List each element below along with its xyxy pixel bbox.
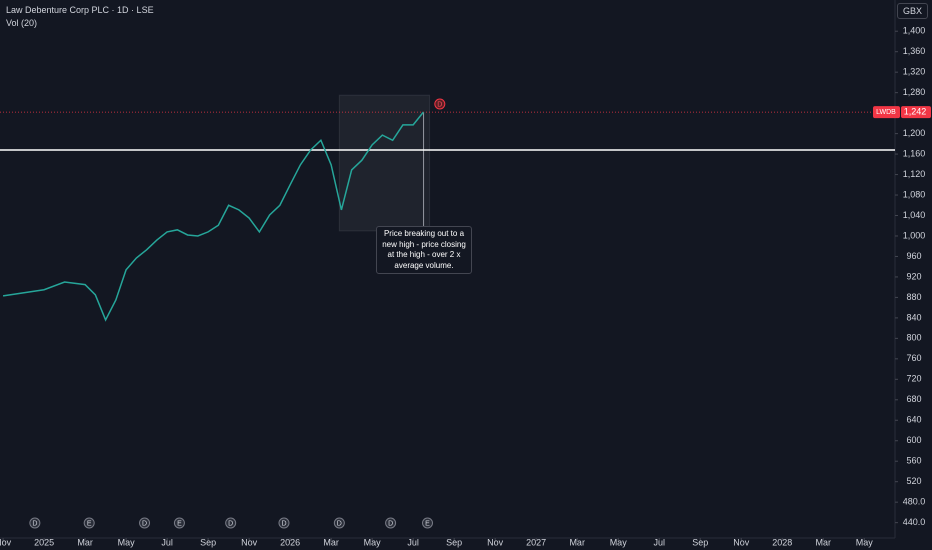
event-label: D [32, 520, 37, 527]
y-tick-label: 720 [906, 374, 921, 384]
event-marker [225, 517, 237, 529]
y-tick-label: 1,400 [903, 26, 926, 36]
highlight-box [338, 94, 431, 232]
x-tick-label: Nov [241, 537, 258, 547]
x-tick-label: Jul [653, 537, 665, 547]
price-line [2, 111, 424, 322]
upcoming-event-marker [434, 98, 446, 110]
x-tick-label: May [856, 537, 874, 547]
x-tick-label: 2025 [34, 537, 54, 547]
event-label: D [228, 520, 233, 527]
event-label: D [388, 520, 393, 527]
y-tick-label: 680 [906, 394, 921, 404]
y-tick-label: 1,080 [903, 189, 926, 199]
event-label: D [281, 520, 286, 527]
y-tick-label: 1,360 [903, 46, 926, 56]
y-tick-label: 960 [906, 251, 921, 261]
y-tick-label: 760 [906, 353, 921, 363]
x-tick-label: 2027 [526, 537, 546, 547]
x-tick-label: 2026 [280, 537, 300, 547]
event-label: E [425, 520, 430, 527]
last-price-bg [901, 106, 931, 119]
y-tick-label: 800 [906, 333, 921, 343]
event-marker [278, 517, 290, 529]
event-marker [173, 517, 185, 529]
y-tick-label: 640 [906, 415, 921, 425]
event-marker [422, 517, 434, 529]
symbol-badge: LWDB [876, 109, 896, 116]
x-tick-label: Sep [446, 537, 462, 547]
x-tick-label: Mar [815, 537, 831, 547]
annotation: Price breaking out to a new high - price… [376, 226, 472, 274]
y-tick-label: 1,160 [903, 148, 926, 158]
x-tick-label: May [364, 537, 382, 547]
y-tick-label: 520 [906, 476, 921, 486]
last-price-badge: LWDB [873, 106, 900, 119]
event-label: D [337, 520, 342, 527]
volume-label: Vol (20) [6, 18, 38, 28]
x-tick-label: Sep [200, 537, 216, 547]
x-tick-label: Nov [0, 537, 12, 547]
symbol-badge-bg [873, 106, 900, 119]
event-label: D [142, 520, 147, 527]
event-label: E [87, 520, 92, 527]
event-label: E [177, 520, 182, 527]
chart-title: Law Debenture Corp PLC · 1D · LSE [6, 5, 154, 15]
x-tick-label: May [118, 537, 136, 547]
upcoming-event-label: D [437, 101, 442, 108]
event-marker [385, 517, 397, 529]
y-tick-label: 480.0 [903, 497, 926, 507]
y-tick-label: 840 [906, 312, 921, 322]
x-tick-label: May [610, 537, 628, 547]
y-tick-label: 1,040 [903, 210, 926, 220]
x-tick-label: Nov [487, 537, 504, 547]
y-tick-label: 1,000 [903, 230, 926, 240]
x-tick-label: Mar [323, 537, 339, 547]
y-tick-label: 880 [906, 292, 921, 302]
x-tick-label: Nov [733, 537, 750, 547]
y-tick-label: 1,320 [903, 67, 926, 77]
last-price-label: 1,242 [904, 106, 927, 116]
y-tick-label: 920 [906, 271, 921, 281]
event-marker [139, 517, 151, 529]
x-tick-label: Mar [569, 537, 585, 547]
x-tick-label: Jul [161, 537, 173, 547]
x-tick-label: Mar [77, 537, 93, 547]
x-tick-label: 2028 [772, 537, 792, 547]
y-tick-label: 440.0 [903, 517, 926, 527]
currency-button[interactable]: GBX [896, 3, 928, 19]
y-tick-label: 560 [906, 456, 921, 466]
event-marker [29, 517, 41, 529]
y-tick-label: 1,200 [903, 128, 926, 138]
event-marker [333, 517, 345, 529]
x-tick-label: Sep [692, 537, 708, 547]
event-marker [83, 517, 95, 529]
y-tick-label: 1,120 [903, 169, 926, 179]
y-tick-label: 600 [906, 435, 921, 445]
x-tick-label: Jul [407, 537, 419, 547]
y-tick-label: 1,280 [903, 87, 926, 97]
